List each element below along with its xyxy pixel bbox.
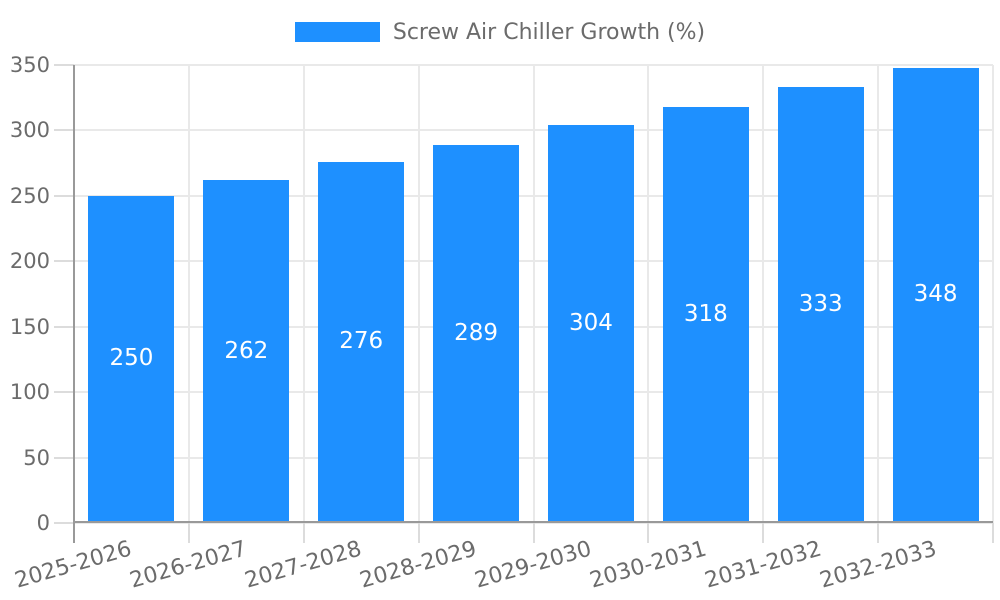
x-tick	[302, 523, 305, 543]
bar-value-label: 304	[568, 310, 613, 337]
v-gridline	[417, 65, 420, 523]
y-tick	[54, 260, 74, 263]
legend[interactable]: Screw Air Chiller Growth (%)	[0, 19, 1000, 45]
bar-2026-2027[interactable]	[203, 180, 290, 523]
y-axis-tick-label: 350	[9, 53, 50, 77]
y-tick	[54, 129, 74, 132]
v-gridline	[992, 65, 994, 523]
v-gridline	[302, 65, 305, 523]
x-tick	[647, 523, 650, 543]
y-tick	[54, 64, 74, 66]
y-axis-tick-label: 300	[9, 118, 50, 143]
y-axis-tick-label: 200	[9, 249, 50, 274]
bar-value-label: 348	[913, 281, 958, 308]
v-gridline	[762, 65, 765, 523]
v-gridline	[187, 65, 190, 523]
y-tick	[54, 194, 74, 197]
bar-2031-2032[interactable]	[777, 87, 864, 523]
y-axis-tick-label: 0	[36, 511, 50, 535]
x-tick	[762, 523, 765, 543]
legend-swatch	[294, 22, 380, 42]
bar-value-label: 276	[339, 328, 384, 355]
x-tick	[532, 523, 535, 543]
x-tick	[992, 523, 994, 543]
bar-value-label: 262	[224, 337, 269, 364]
bar-2028-2029[interactable]	[433, 144, 520, 523]
legend-label: Screw Air Chiller Growth (%)	[392, 19, 706, 45]
plot-area: 250 262 276 289 304 318 333 348	[54, 64, 994, 543]
y-tick	[54, 522, 74, 524]
bar-2030-2031[interactable]	[662, 106, 749, 523]
bar-2025-2026[interactable]	[88, 195, 175, 523]
v-gridline	[877, 65, 880, 523]
y-axis-tick-label: 250	[9, 183, 50, 208]
bar-value-label: 250	[109, 345, 154, 372]
bar-value-label: 289	[454, 319, 499, 346]
y-tick	[54, 456, 74, 459]
x-tick	[417, 523, 420, 543]
bar-value-label: 318	[683, 300, 728, 327]
bar-2032-2033[interactable]	[892, 67, 979, 523]
y-axis-tick-label: 50	[23, 445, 50, 470]
y-tick	[54, 391, 74, 394]
x-tick	[877, 523, 880, 543]
v-gridline	[532, 65, 535, 523]
y-tick	[54, 325, 74, 328]
y-axis-tick-label: 150	[9, 314, 50, 339]
x-axis-line	[74, 521, 993, 523]
bar-2029-2030[interactable]	[547, 125, 634, 523]
x-tick	[187, 523, 190, 543]
y-axis-tick-label: 100	[9, 380, 50, 405]
bar-2027-2028[interactable]	[318, 161, 405, 523]
v-gridline	[647, 65, 650, 523]
y-axis-line	[73, 65, 75, 543]
bar-value-label: 333	[798, 291, 843, 318]
